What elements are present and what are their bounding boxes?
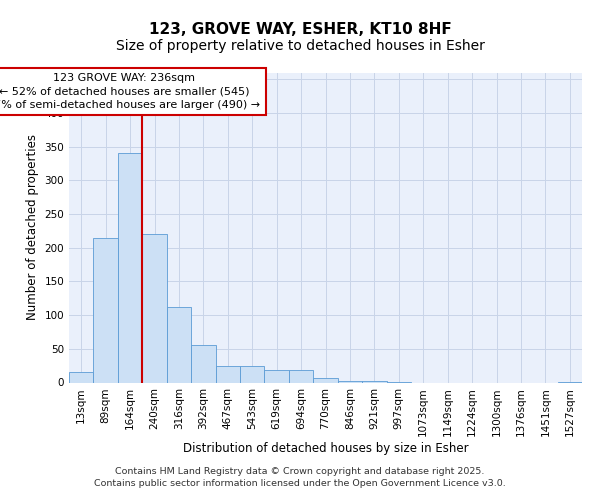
- Y-axis label: Number of detached properties: Number of detached properties: [26, 134, 39, 320]
- Bar: [289, 370, 313, 382]
- Bar: [265, 370, 289, 382]
- Bar: [338, 381, 362, 382]
- Bar: [94, 238, 118, 382]
- Text: 123 GROVE WAY: 236sqm
← 52% of detached houses are smaller (545)
47% of semi-det: 123 GROVE WAY: 236sqm ← 52% of detached …: [0, 73, 260, 110]
- Bar: [240, 366, 265, 382]
- Bar: [362, 381, 386, 382]
- Text: Contains HM Land Registry data © Crown copyright and database right 2025.
Contai: Contains HM Land Registry data © Crown c…: [94, 467, 506, 488]
- Bar: [167, 307, 191, 382]
- Text: 123, GROVE WAY, ESHER, KT10 8HF: 123, GROVE WAY, ESHER, KT10 8HF: [149, 22, 451, 38]
- Bar: [191, 346, 215, 383]
- Bar: [118, 154, 142, 382]
- Text: Size of property relative to detached houses in Esher: Size of property relative to detached ho…: [116, 39, 484, 53]
- Bar: [215, 366, 240, 382]
- Bar: [313, 378, 338, 382]
- X-axis label: Distribution of detached houses by size in Esher: Distribution of detached houses by size …: [182, 442, 469, 454]
- Bar: [69, 372, 94, 382]
- Bar: [142, 234, 167, 382]
